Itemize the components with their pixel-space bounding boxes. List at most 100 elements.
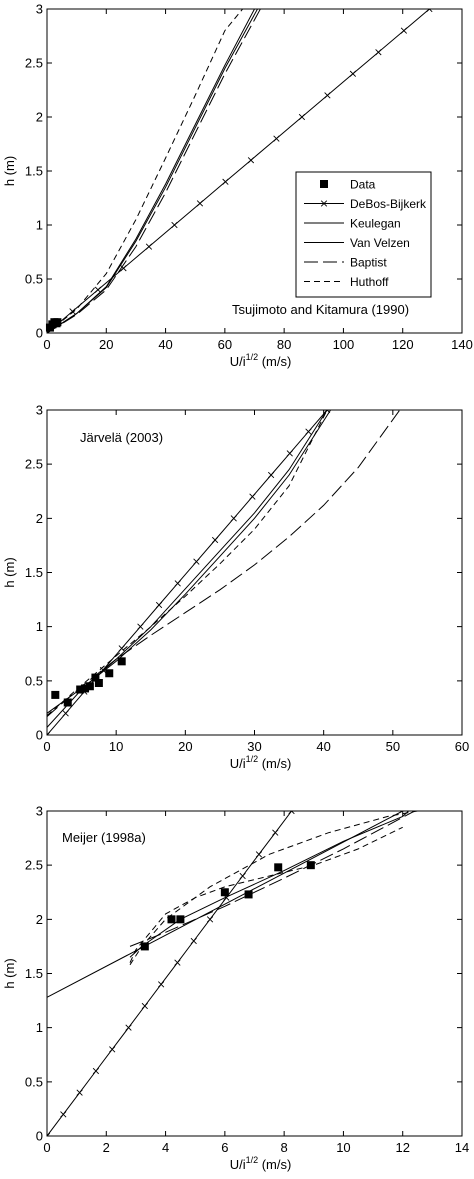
series-marker — [190, 937, 197, 945]
series-marker — [76, 1089, 83, 1096]
series-marker — [249, 493, 256, 500]
series-marker — [222, 178, 229, 185]
series-marker — [288, 811, 295, 815]
y-tick-label: 2 — [36, 511, 43, 526]
data-point — [105, 669, 114, 678]
series-marker — [193, 558, 200, 565]
legend-entry: Data — [350, 178, 376, 192]
data-point — [274, 863, 283, 872]
series-marker — [155, 601, 163, 609]
series-line-1 — [47, 811, 292, 1136]
legend-entry: Huthoff — [350, 275, 389, 289]
series-marker — [239, 872, 246, 880]
y-tick-label: 3 — [36, 804, 43, 819]
x-tick-label: 10 — [109, 739, 123, 754]
data-point — [76, 685, 85, 694]
chart-panel-2: 0 10 20 30 40 50 60 0 0.5 1 1.5 2 2.5 3 U/i1/2 (m/s) h … — [2, 403, 469, 772]
series-marker — [69, 308, 76, 315]
series-line-2 — [47, 9, 258, 333]
data-point — [140, 942, 149, 951]
y-tick-label: 2.5 — [25, 457, 43, 472]
y-tick-label: 0 — [36, 326, 43, 341]
y-axis-label: h (m) — [2, 557, 17, 587]
series-line-2 — [47, 811, 403, 998]
y-tick-label: 2 — [36, 110, 43, 125]
series-marker — [120, 265, 127, 272]
y-tick-label: 3 — [36, 403, 43, 418]
series-line-6 — [129, 826, 403, 963]
x-tick-label: 0 — [43, 739, 50, 754]
series-marker — [47, 731, 51, 735]
series-marker — [109, 1046, 116, 1053]
x-tick-label: 140 — [451, 337, 473, 352]
series-marker — [298, 113, 306, 121]
series-marker — [375, 49, 382, 56]
x-tick-label: 8 — [281, 1140, 288, 1155]
x-tick-label: 6 — [221, 1140, 228, 1155]
y-tick-label: 0 — [36, 728, 43, 743]
series-marker — [273, 135, 280, 142]
x-tick-label: 30 — [247, 739, 261, 754]
series-marker — [426, 9, 433, 13]
data-point — [94, 679, 103, 687]
series-line-5 — [47, 9, 243, 333]
y-tick-label: 0.5 — [25, 1074, 43, 1089]
x-tick-label: 12 — [395, 1140, 409, 1155]
x-tick-label: 2 — [103, 1140, 110, 1155]
series-marker — [145, 243, 153, 250]
y-tick-label: 1 — [36, 218, 43, 233]
series-marker — [255, 851, 263, 858]
series-line-3 — [47, 9, 255, 333]
x-tick-label: 60 — [218, 337, 232, 352]
data-point — [63, 698, 72, 707]
data-point — [53, 318, 62, 327]
series-marker — [247, 157, 255, 164]
x-tick-label: 120 — [392, 337, 414, 352]
x-tick-label: 60 — [455, 739, 469, 754]
y-tick-label: 2.5 — [25, 858, 43, 873]
x-tick-label: 50 — [386, 739, 400, 754]
legend-entry: Van Velzen — [350, 236, 410, 250]
series-line-5 — [47, 410, 328, 716]
series-marker — [267, 471, 275, 479]
legend-entry: DeBos-Bijkerk — [350, 197, 427, 211]
data-point — [306, 861, 315, 870]
series-line-4 — [47, 410, 401, 717]
series-marker — [211, 536, 219, 544]
series-marker — [171, 221, 178, 229]
legend-entry: Baptist — [350, 256, 387, 270]
x-tick-label: 80 — [277, 337, 291, 352]
series-line-3 — [129, 811, 409, 958]
y-axis-label: h (m) — [2, 958, 17, 988]
series-marker — [94, 286, 102, 293]
series-marker — [118, 645, 125, 652]
series-marker — [305, 428, 312, 435]
series-marker — [60, 1111, 67, 1118]
series-line-2 — [47, 410, 328, 728]
series-marker — [400, 27, 408, 34]
series-marker — [272, 829, 279, 836]
x-tick-label: 4 — [162, 1140, 169, 1155]
data-point — [167, 915, 176, 924]
legend-marker — [320, 180, 328, 188]
series-line-5 — [129, 811, 418, 966]
series-marker — [62, 710, 69, 717]
series-marker — [349, 70, 357, 77]
y-tick-label: 2.5 — [25, 56, 43, 71]
y-tick-label: 0.5 — [25, 272, 43, 287]
series-line-4 — [47, 9, 261, 333]
y-tick-label: 1.5 — [25, 565, 43, 580]
series-marker — [137, 623, 144, 630]
y-tick-label: 0 — [36, 1129, 43, 1144]
x-tick-label: 20 — [178, 739, 192, 754]
data-point — [85, 682, 94, 691]
series-marker — [158, 981, 165, 988]
legend-marker — [320, 200, 328, 207]
x-tick-label: 0 — [43, 1140, 50, 1155]
data-point — [220, 888, 229, 897]
data-point — [117, 657, 126, 666]
series-marker — [196, 200, 204, 207]
x-tick-label: 10 — [336, 1140, 350, 1155]
series-marker — [125, 1024, 132, 1031]
y-axis-label: h (m) — [2, 156, 17, 186]
